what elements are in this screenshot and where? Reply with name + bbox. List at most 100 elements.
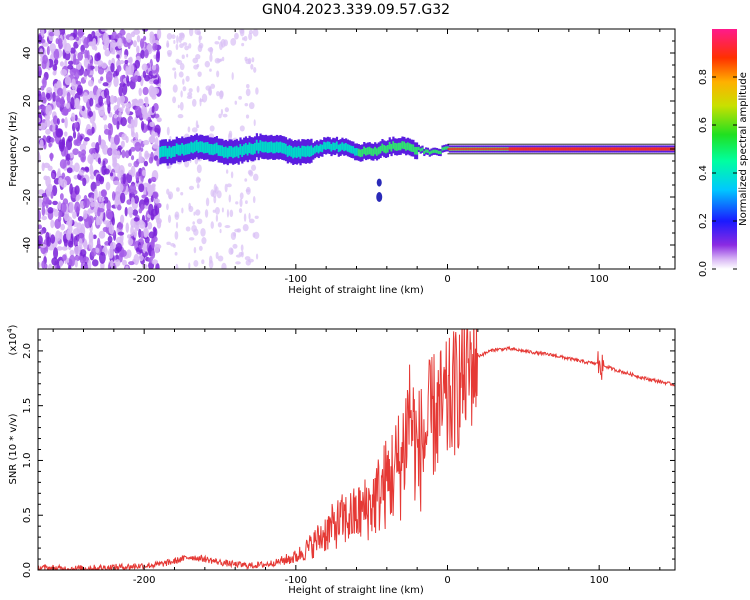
faint-noise-blob [204,60,211,68]
spectral-spike [376,192,383,202]
signal-band-core [162,145,166,157]
faint-noise-blob [245,58,251,65]
noise-blob [68,60,74,65]
noise-blob [102,43,108,51]
faint-noise-blob [209,53,213,63]
signal-band-core [337,144,340,153]
faint-noise-blob [188,237,195,241]
signal-band-core [219,145,222,157]
signal-band-core [286,146,289,157]
faint-noise-blob [188,262,191,269]
noise-blob [60,96,65,108]
faint-noise-blob [175,58,180,64]
faint-noise-blob [225,169,229,174]
faint-noise-blob [171,34,176,40]
faint-noise-blob [253,66,257,73]
noise-blob [142,86,149,96]
faint-noise-blob [191,98,197,107]
ytick-label: 0.0 [22,562,33,578]
faint-noise-blob [235,254,242,258]
noise-blob [40,29,45,38]
faint-noise-blob [248,170,254,177]
signal-band-core [361,149,364,157]
signal-band-core [228,145,231,157]
noise-blob [116,54,120,59]
noise-blob [102,226,109,233]
noise-blob [68,254,76,267]
noise-blob [74,185,80,195]
noise-blob [42,54,48,65]
noise-blob [38,261,41,268]
faint-noise-blob [182,86,187,92]
faint-noise-blob [200,227,206,237]
noise-blob [156,158,160,167]
faint-noise-blob [245,83,250,89]
noise-blob [98,190,102,203]
noise-blob [150,208,158,217]
noise-blob [75,196,80,202]
faint-noise-blob [166,188,170,195]
noise-blob [155,51,160,63]
signal-band-core [445,146,448,150]
faint-noise-blob [180,192,184,196]
spectral-spike [376,178,382,187]
noise-blob [83,37,90,49]
noise-blob [148,85,155,97]
faint-noise-blob [185,226,191,232]
noise-blob [61,246,68,251]
noise-blob [65,102,70,109]
faint-noise-blob [182,78,185,85]
faint-noise-blob [167,214,172,224]
faint-noise-blob [234,100,238,105]
noise-blob [136,35,141,43]
signal-band-core [403,141,406,150]
noise-blob [74,201,81,214]
signal-band-core [430,150,433,154]
noise-blob [156,202,162,209]
signal-band-core [346,144,349,152]
noise-blob [128,149,132,157]
signal-band-core [304,146,308,158]
signal-band-core [310,145,313,157]
noise-blob [86,128,93,136]
faint-noise-blob [193,64,199,70]
noise-blob [149,33,156,45]
colorbar-tick-label: 0.0 [698,261,709,277]
faint-noise-blob [173,244,176,248]
faint-noise-blob [226,209,230,218]
noise-blob [68,265,72,269]
signal-band-core [270,141,273,153]
svg-text:(x104): (x104) [6,324,19,355]
noise-blob [89,174,95,180]
faint-noise-blob [224,183,228,193]
faint-noise-blob [255,87,259,95]
snr-panel: -200 -100 0 100 0.0 0.5 1.0 1.5 2.0 Height of st… [6,324,676,596]
noise-blob [103,220,108,225]
noise-blob [38,224,42,230]
faint-noise-blob [179,63,185,71]
xtick-label: -100 [284,274,307,285]
faint-noise-blob [193,260,199,267]
faint-noise-blob [173,39,176,44]
faint-noise-blob [235,201,239,205]
noise-blob [91,153,96,160]
noise-blob [131,131,136,138]
noise-blob [69,183,73,195]
signal-band-core [357,148,360,157]
signal-band-core [195,140,198,151]
noise-blob [126,172,133,184]
signal-band-core [368,146,371,155]
noise-blob [82,92,89,104]
noise-blob [38,195,42,204]
signal-band-core [330,143,333,152]
faint-noise-blob [175,221,179,229]
noise-blob [96,215,103,226]
noise-blob [132,40,137,48]
noise-blob [115,186,121,198]
signal-band-core [190,141,193,153]
noise-blob [74,254,80,262]
faint-noise-blob [219,228,222,234]
noise-blob [88,231,94,243]
noise-blob [151,259,159,265]
faint-noise-blob [239,125,245,132]
